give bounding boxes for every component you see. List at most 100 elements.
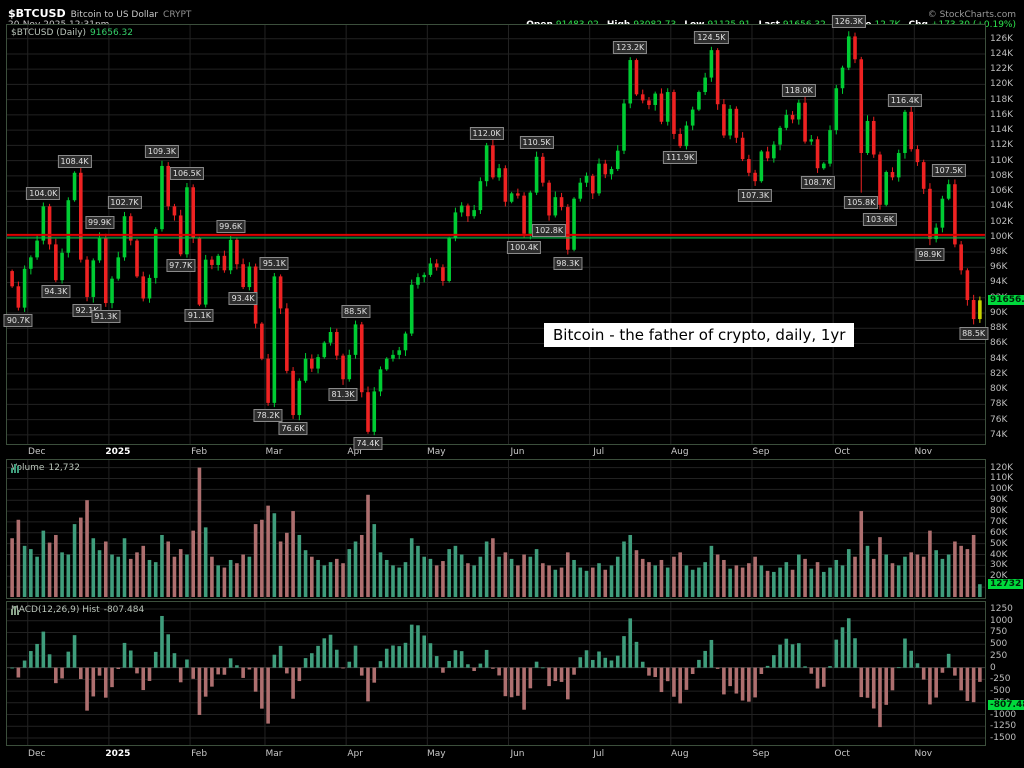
price-flag: 103.6K [862, 212, 898, 226]
price-flag: 107.5K [931, 163, 966, 177]
price-flag: 76.6K [278, 421, 308, 435]
price-flag: 90.7K [3, 313, 33, 327]
volume-y-axis-label: 100K [990, 484, 1014, 495]
price-flag: 104.0K [26, 186, 61, 200]
month-label: Aug [671, 447, 689, 457]
price-flag: 81.3K [328, 387, 358, 401]
chart-header: $BTCUSD Bitcoin to US Dollar CRYPT © Stock… [0, 0, 1024, 30]
price-flag: 93.4K [228, 292, 258, 306]
price-flag: 91.1K [184, 309, 214, 323]
price-y-axis-label: 96K [990, 262, 1008, 273]
macd-icon [11, 606, 19, 615]
month-label: Jun [510, 447, 525, 457]
last-volume-marker: 12732 [988, 579, 1024, 590]
month-label: Feb [191, 447, 208, 457]
price-flag: 107.3K [738, 188, 773, 202]
price-flag: 98.3K [553, 257, 583, 271]
price-flag: 106.5K [169, 167, 205, 180]
price-flag: 74.4K [353, 436, 383, 450]
price-pane-symbol: $BTCUSD (Daily) [11, 28, 87, 38]
price-pane[interactable]: $BTCUSD (Daily) 91656.32 90.7K 104.0K 94.3… [3, 15, 989, 450]
volume-y-axis-label: 120K [990, 462, 1014, 473]
volume-y-axis-label: 60K [990, 527, 1008, 538]
price-flag: 99.9K [85, 216, 115, 230]
volume-pane-value: 12,732 [48, 463, 80, 473]
volume-icon [11, 464, 19, 473]
volume-y-axis-label: 110K [990, 473, 1014, 484]
macd-y-axis-label: -1500 [990, 732, 1017, 743]
price-y-axis-label: 86K [990, 338, 1008, 349]
month-label: Jul [593, 447, 605, 457]
price-y-axis-label: 100K [990, 231, 1014, 242]
price-y-axis-label: 78K [990, 399, 1008, 410]
month-label: Feb [191, 749, 208, 759]
macd-pane-label: MACD(12,26,9) Hist [11, 605, 100, 615]
macd-grid [7, 602, 985, 745]
volume-y-axis-label: 20K [990, 571, 1008, 582]
price-flag: 124.5K [694, 30, 729, 44]
price-y-axis-label: 114K [990, 125, 1014, 136]
macd-y-axis-label: -1000 [990, 709, 1017, 720]
stockcharts-copyright-link[interactable]: © StockCharts.com [927, 10, 1016, 20]
price-y-axis-label: 112K [990, 140, 1014, 151]
macd-y-axis-label: -1250 [990, 721, 1017, 732]
price-flag: 102.8K [531, 223, 567, 237]
month-label: Oct [834, 447, 850, 457]
price-y-axis-label: 84K [990, 353, 1008, 364]
price-y-axis-label: 118K [990, 94, 1014, 105]
price-flag: 100.4K [507, 241, 542, 254]
month-label: Oct [834, 749, 850, 759]
volume-y-axis-label: 50K [990, 538, 1008, 549]
price-chart-svg [7, 25, 985, 444]
price-flag: 108.7K [800, 175, 835, 189]
macd-pane[interactable]: MACD(12,26,9) Hist -807.484 [6, 601, 986, 746]
volume-y-axis-label: 80K [990, 506, 1008, 517]
month-label: Sep [752, 447, 770, 457]
month-label: May [427, 447, 446, 457]
macd-y-axis-label: 0 [990, 662, 996, 673]
volume-grid [7, 460, 985, 598]
price-y-axis-label: 106K [990, 186, 1014, 197]
month-label: 2025 [105, 749, 131, 759]
volume-y-axis-label: 30K [990, 560, 1008, 571]
price-y-axis-label: 98K [990, 247, 1008, 258]
last-price-marker: 91656.32 [988, 295, 1024, 306]
volume-y-axis-label: 40K [990, 549, 1008, 560]
volume-y-axis-label: 90K [990, 495, 1008, 506]
month-label: Sep [752, 749, 770, 759]
chart-annotation[interactable]: Bitcoin - the father of crypto, daily, 1… [544, 323, 855, 347]
price-y-axis-label: 74K [990, 429, 1008, 440]
price-flag: 105.8K [844, 195, 879, 209]
macd-y-axis-label: 500 [990, 639, 1008, 650]
volume-pane[interactable]: Volume 12,732 [6, 459, 986, 599]
month-label: Apr [347, 749, 363, 759]
price-y-axis-label: 104K [990, 201, 1014, 212]
price-y-axis-label: 126K [990, 33, 1014, 44]
ticker-symbol: $BTCUSD [8, 7, 66, 20]
header-row-1: $BTCUSD Bitcoin to US Dollar CRYPT © Stock… [8, 2, 1016, 21]
price-flag: 91.3K [91, 309, 121, 323]
month-label: Nov [914, 749, 933, 759]
price-y-axis-label: 110K [990, 155, 1014, 166]
price-flag: 88.5K [959, 327, 989, 341]
price-y-axis-label: 94K [990, 277, 1008, 288]
macd-histogram-bars [10, 615, 982, 728]
month-label: Jul [593, 749, 605, 759]
price-flag: 95.1K [259, 257, 289, 271]
ticker-description: Bitcoin to US Dollar [70, 10, 159, 20]
price-flag: 112.0K [469, 126, 504, 140]
price-flag: 108.4K [57, 155, 92, 169]
price-y-axis-label: 88K [990, 323, 1008, 334]
macd-pane-value: -807.484 [103, 605, 145, 615]
price-flag: 88.5K [340, 304, 371, 318]
x-axis-months-top: Dec 2025 Feb Mar Apr May Jun Jul Aug Sep Oct Nov [6, 447, 986, 458]
price-y-axis-label: 120K [990, 79, 1014, 90]
volume-bars [10, 467, 982, 597]
macd-y-axis-label: -250 [990, 674, 1011, 685]
price-flag: 99.6K [216, 220, 246, 234]
month-label: Aug [671, 749, 689, 759]
month-label: Nov [914, 447, 933, 457]
price-y-axis-label: 80K [990, 384, 1008, 395]
price-flag: 118.0K [781, 83, 816, 97]
